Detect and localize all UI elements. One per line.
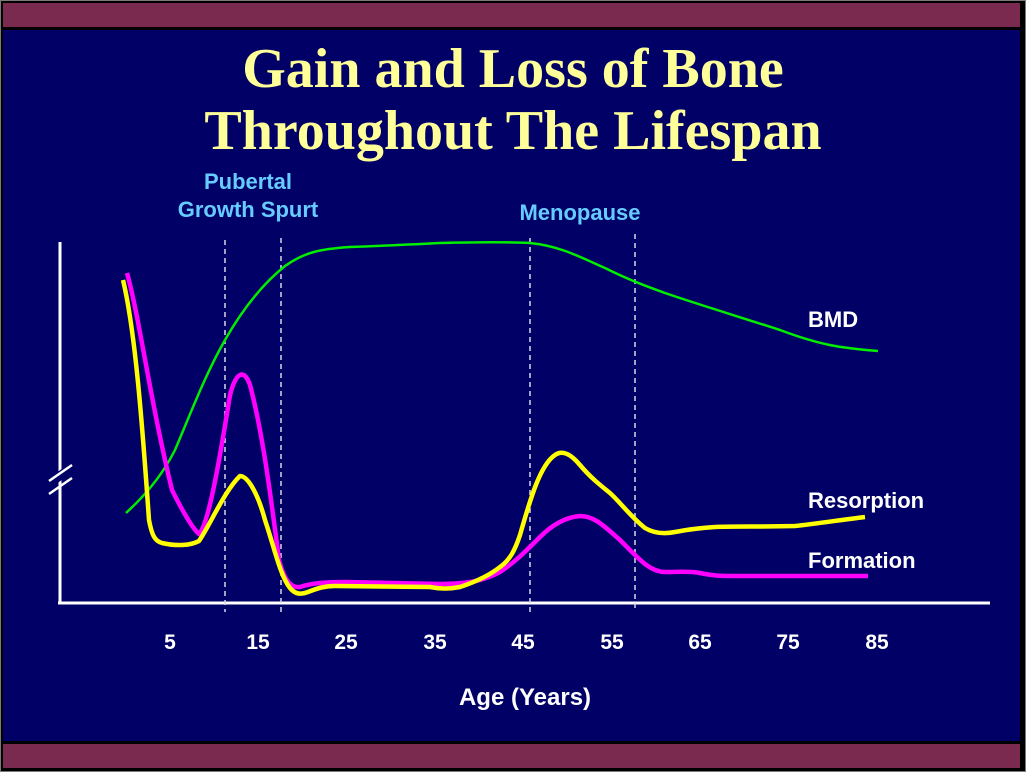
pubertal-label-line-2: Growth Spurt — [177, 197, 319, 222]
x-tick-25: 25 — [334, 631, 358, 654]
x-tick-15: 15 — [246, 631, 270, 654]
bmd-label: BMD — [808, 307, 859, 332]
resorption-label: Resorption — [808, 488, 925, 513]
x-tick-75: 75 — [776, 631, 800, 654]
axis-break-icon — [47, 463, 75, 496]
x-tick-35: 35 — [423, 631, 447, 654]
slide-title: Gain and Loss of Bone Throughout The Lif… — [0, 38, 1026, 162]
x-tick-45: 45 — [511, 631, 535, 654]
top-decorative-bar — [3, 3, 1020, 27]
x-tick-65: 65 — [688, 631, 712, 654]
menopause-annotation: Menopause — [519, 200, 641, 225]
bottom-decorative-bar — [3, 744, 1020, 768]
x-axis-label: Age (Years) — [458, 684, 592, 711]
pubertal-annotation: Pubertal Growth Spurt — [148, 168, 348, 224]
formation-label: Formation — [808, 548, 916, 573]
title-line-2: Throughout The Lifespan — [204, 100, 822, 162]
x-tick-85: 85 — [865, 631, 889, 654]
formation-line — [124, 272, 868, 590]
pubertal-label-line-1: Pubertal — [203, 169, 293, 194]
title-line-1: Gain and Loss of Bone — [242, 38, 784, 100]
slide-panel — [3, 30, 1020, 741]
bmd-line — [125, 241, 879, 514]
x-tick-5: 5 — [164, 631, 176, 654]
resorption-line — [120, 279, 866, 596]
x-tick-55: 55 — [600, 631, 624, 654]
